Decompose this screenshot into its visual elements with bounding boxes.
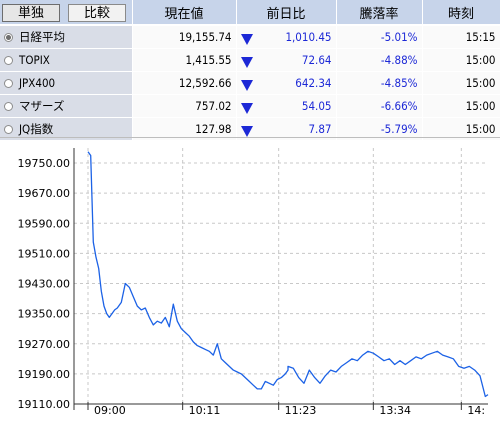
x-tick-label: 09:00 bbox=[94, 404, 126, 417]
index-name: TOPIX bbox=[19, 53, 50, 67]
x-tick-label: 11:23 bbox=[285, 404, 317, 417]
change-value: 1,010.45 bbox=[285, 29, 332, 44]
intraday-line-chart: 19110.00 19190.00 19270.00 19350.00 19430.00… bbox=[18, 148, 489, 417]
radio-button[interactable] bbox=[4, 102, 13, 111]
x-tick-label: 13:34 bbox=[379, 404, 411, 417]
price-cell: 757.02 bbox=[132, 94, 237, 118]
y-tick-label: 19750.00 bbox=[18, 157, 71, 170]
down-arrow-icon bbox=[240, 33, 253, 45]
pct-cell: -4.88% bbox=[336, 48, 423, 72]
pct-cell: -5.79% bbox=[336, 117, 423, 141]
index-name: マザーズ bbox=[19, 99, 65, 113]
time-cell: 15:00 bbox=[422, 71, 500, 95]
change-value: 54.05 bbox=[301, 98, 332, 113]
y-tick-label: 19430.00 bbox=[18, 278, 71, 291]
index-name-cell[interactable]: マザーズ bbox=[0, 94, 133, 118]
index-name: JPX400 bbox=[19, 76, 56, 90]
time-cell: 15:00 bbox=[422, 94, 500, 118]
radio-button[interactable] bbox=[4, 125, 13, 134]
radio-button[interactable] bbox=[4, 33, 13, 42]
change-cell: 642.34 bbox=[236, 71, 337, 95]
index-row[interactable]: JPX400 12,592.66 642.34 -4.85% 15:00 bbox=[0, 71, 500, 95]
price-cell: 127.98 bbox=[132, 117, 237, 141]
y-tick-label: 19590.00 bbox=[18, 217, 71, 230]
pct-cell: -6.66% bbox=[336, 94, 423, 118]
down-arrow-icon bbox=[240, 56, 253, 68]
down-arrow-icon bbox=[240, 79, 253, 91]
index-row[interactable]: JQ指数 127.98 7.87 -5.79% 15:00 bbox=[0, 117, 500, 141]
column-header-pct: 騰落率 bbox=[336, 0, 423, 26]
y-tick-label: 19270.00 bbox=[18, 338, 71, 351]
price-cell: 1,415.55 bbox=[132, 48, 237, 72]
y-tick-label: 19350.00 bbox=[18, 308, 71, 321]
y-tick-label: 19670.00 bbox=[18, 187, 71, 200]
index-name-cell[interactable]: 日経平均 bbox=[0, 25, 133, 49]
index-row[interactable]: TOPIX 1,415.55 72.64 -4.88% 15:00 bbox=[0, 48, 500, 72]
radio-button[interactable] bbox=[4, 56, 13, 65]
tab-bar: 単独 比較 bbox=[0, 0, 133, 26]
index-quote-table: 単独 比較 現在値 前日比 騰落率 時刻 日経平均 19,155.74 1,010.4… bbox=[0, 0, 500, 141]
price-cell: 12,592.66 bbox=[132, 71, 237, 95]
time-cell: 15:00 bbox=[422, 117, 500, 141]
index-name-cell[interactable]: JPX400 bbox=[0, 71, 133, 95]
index-row[interactable]: 日経平均 19,155.74 1,010.45 -5.01% 15:15 bbox=[0, 25, 500, 49]
index-name: JQ指数 bbox=[19, 122, 54, 136]
change-value: 7.87 bbox=[308, 121, 332, 136]
change-cell: 72.64 bbox=[236, 48, 337, 72]
price-series-line bbox=[87, 151, 489, 398]
change-cell: 54.05 bbox=[236, 94, 337, 118]
radio-button[interactable] bbox=[4, 79, 13, 88]
divider bbox=[0, 137, 500, 138]
pct-cell: -5.01% bbox=[336, 25, 423, 49]
tab-compare[interactable]: 比較 bbox=[68, 4, 126, 22]
y-tick-label: 19190.00 bbox=[18, 368, 71, 381]
time-cell: 15:15 bbox=[422, 25, 500, 49]
price-cell: 19,155.74 bbox=[132, 25, 237, 49]
x-tick-label: 14: bbox=[467, 404, 485, 417]
index-name-cell[interactable]: JQ指数 bbox=[0, 117, 133, 141]
index-name: 日経平均 bbox=[19, 30, 65, 44]
y-tick-label: 19110.00 bbox=[18, 398, 71, 411]
down-arrow-icon bbox=[240, 102, 253, 114]
column-header-price: 現在値 bbox=[132, 0, 237, 26]
tab-single[interactable]: 単独 bbox=[2, 4, 60, 22]
change-value: 72.64 bbox=[301, 52, 332, 67]
change-value: 642.34 bbox=[295, 75, 332, 90]
column-header-change: 前日比 bbox=[236, 0, 337, 26]
change-cell: 1,010.45 bbox=[236, 25, 337, 49]
down-arrow-icon bbox=[240, 125, 253, 137]
index-row[interactable]: マザーズ 757.02 54.05 -6.66% 15:00 bbox=[0, 94, 500, 118]
index-name-cell[interactable]: TOPIX bbox=[0, 48, 133, 72]
time-cell: 15:00 bbox=[422, 48, 500, 72]
change-cell: 7.87 bbox=[236, 117, 337, 141]
column-header-time: 時刻 bbox=[422, 0, 500, 26]
pct-cell: -4.85% bbox=[336, 71, 423, 95]
y-tick-label: 19510.00 bbox=[18, 247, 71, 260]
x-tick-label: 10:11 bbox=[189, 404, 221, 417]
